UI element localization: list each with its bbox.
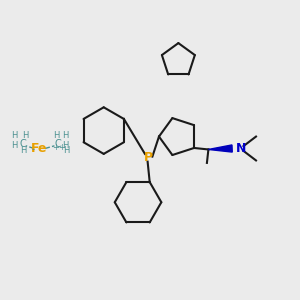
Text: C: C [54, 139, 61, 149]
Text: H: H [21, 146, 27, 154]
Text: H: H [63, 131, 69, 140]
Text: -: - [32, 146, 34, 154]
Text: C: C [20, 139, 26, 149]
Text: P: P [144, 151, 153, 164]
Text: H: H [11, 131, 18, 140]
Polygon shape [208, 145, 232, 152]
Text: H: H [63, 141, 69, 150]
Text: H: H [53, 131, 60, 140]
Text: H: H [22, 131, 29, 140]
Text: H: H [63, 146, 69, 154]
Text: N: N [236, 142, 246, 155]
Text: Fe: Fe [31, 142, 48, 155]
Text: H: H [11, 141, 18, 150]
Text: ++: ++ [52, 142, 66, 152]
